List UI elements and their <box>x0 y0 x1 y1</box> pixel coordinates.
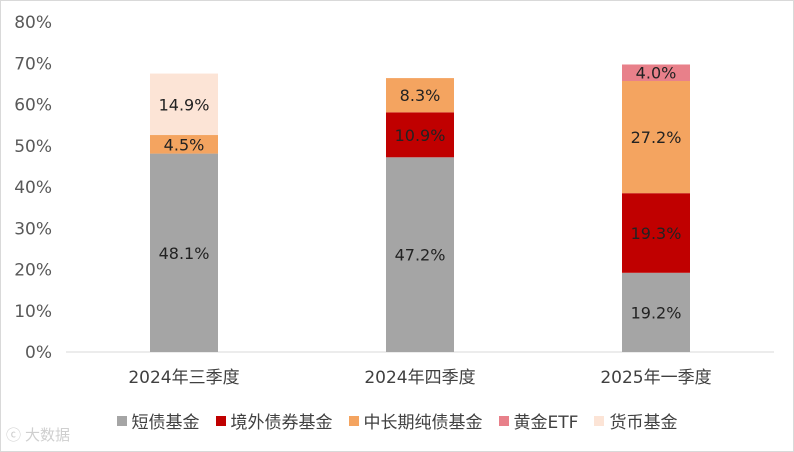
bar-segment <box>386 112 454 158</box>
legend-label: 黄金ETF <box>513 413 579 433</box>
bar-segment <box>622 193 690 273</box>
watermark-logo-icon: ⓒ <box>6 426 22 444</box>
y-tick-label: 60% <box>14 96 52 116</box>
y-tick-label: 10% <box>14 302 52 322</box>
legend-swatch <box>594 415 605 426</box>
data-label: 27.2% <box>631 128 682 147</box>
data-label: 8.3% <box>400 86 441 105</box>
legend-swatch <box>498 415 509 426</box>
bar-segment <box>622 272 690 352</box>
data-label: 19.3% <box>631 224 682 243</box>
y-axis: 0% 10% 20% 30% 40% 50% 60% 70% 80% <box>14 13 52 363</box>
data-label: 48.1% <box>159 244 210 263</box>
data-label: 19.2% <box>631 303 682 322</box>
legend-swatch <box>116 415 127 426</box>
bar-segment <box>150 153 218 352</box>
legend-item: 短债基金 <box>116 408 200 433</box>
legend-label: 中长期纯债基金 <box>363 413 483 433</box>
legend-item: 货币基金 <box>594 408 677 433</box>
y-tick-label: 20% <box>14 261 52 281</box>
stacked-bar-chart: 0% 10% 20% 30% 40% 50% 60% 70% 80% 48.1% 4.5% 14.9… <box>14 13 774 388</box>
data-label: 4.0% <box>636 64 677 83</box>
legend-label: 境外债券基金 <box>230 413 333 433</box>
y-tick-label: 50% <box>14 137 52 157</box>
legend-label: 短债基金 <box>131 413 200 433</box>
data-label: 14.9% <box>159 95 210 114</box>
bar-segment <box>622 64 690 81</box>
bars: 48.1% 4.5% 14.9% 47.2% 10.9% 8.3% 19.2% 19.3% 27… <box>150 64 690 352</box>
data-label: 47.2% <box>395 246 446 265</box>
watermark: ⓒ 大数据 <box>6 424 70 445</box>
legend-swatch <box>348 415 359 426</box>
y-tick-label: 80% <box>14 13 52 33</box>
y-tick-label: 30% <box>14 219 52 239</box>
watermark-text: 大数据 <box>25 426 71 444</box>
bar-segment <box>386 157 454 352</box>
bar-segment <box>150 135 218 154</box>
x-category-label: 2024年三季度 <box>128 368 239 388</box>
bar-segment <box>150 73 218 136</box>
x-category-label: 2024年四季度 <box>364 368 475 388</box>
legend-swatch <box>215 415 226 426</box>
legend-label: 货币基金 <box>609 413 678 433</box>
category-labels: 2024年三季度 2024年四季度 2025年一季度 <box>128 368 711 388</box>
legend: 短债基金 境外债券基金 中长期纯债基金 黄金ETF 货币基金 <box>0 408 794 433</box>
bar-segment <box>386 78 454 113</box>
y-tick-label: 70% <box>14 54 52 74</box>
data-label: 10.9% <box>395 126 446 145</box>
legend-item: 境外债券基金 <box>215 408 333 433</box>
bar-segment <box>622 80 690 194</box>
data-label: 4.5% <box>164 135 205 154</box>
y-tick-label: 0% <box>25 343 52 363</box>
legend-item: 黄金ETF <box>498 408 579 433</box>
y-tick-label: 40% <box>14 178 52 198</box>
x-category-label: 2025年一季度 <box>600 368 711 388</box>
legend-item: 中长期纯债基金 <box>348 408 483 433</box>
